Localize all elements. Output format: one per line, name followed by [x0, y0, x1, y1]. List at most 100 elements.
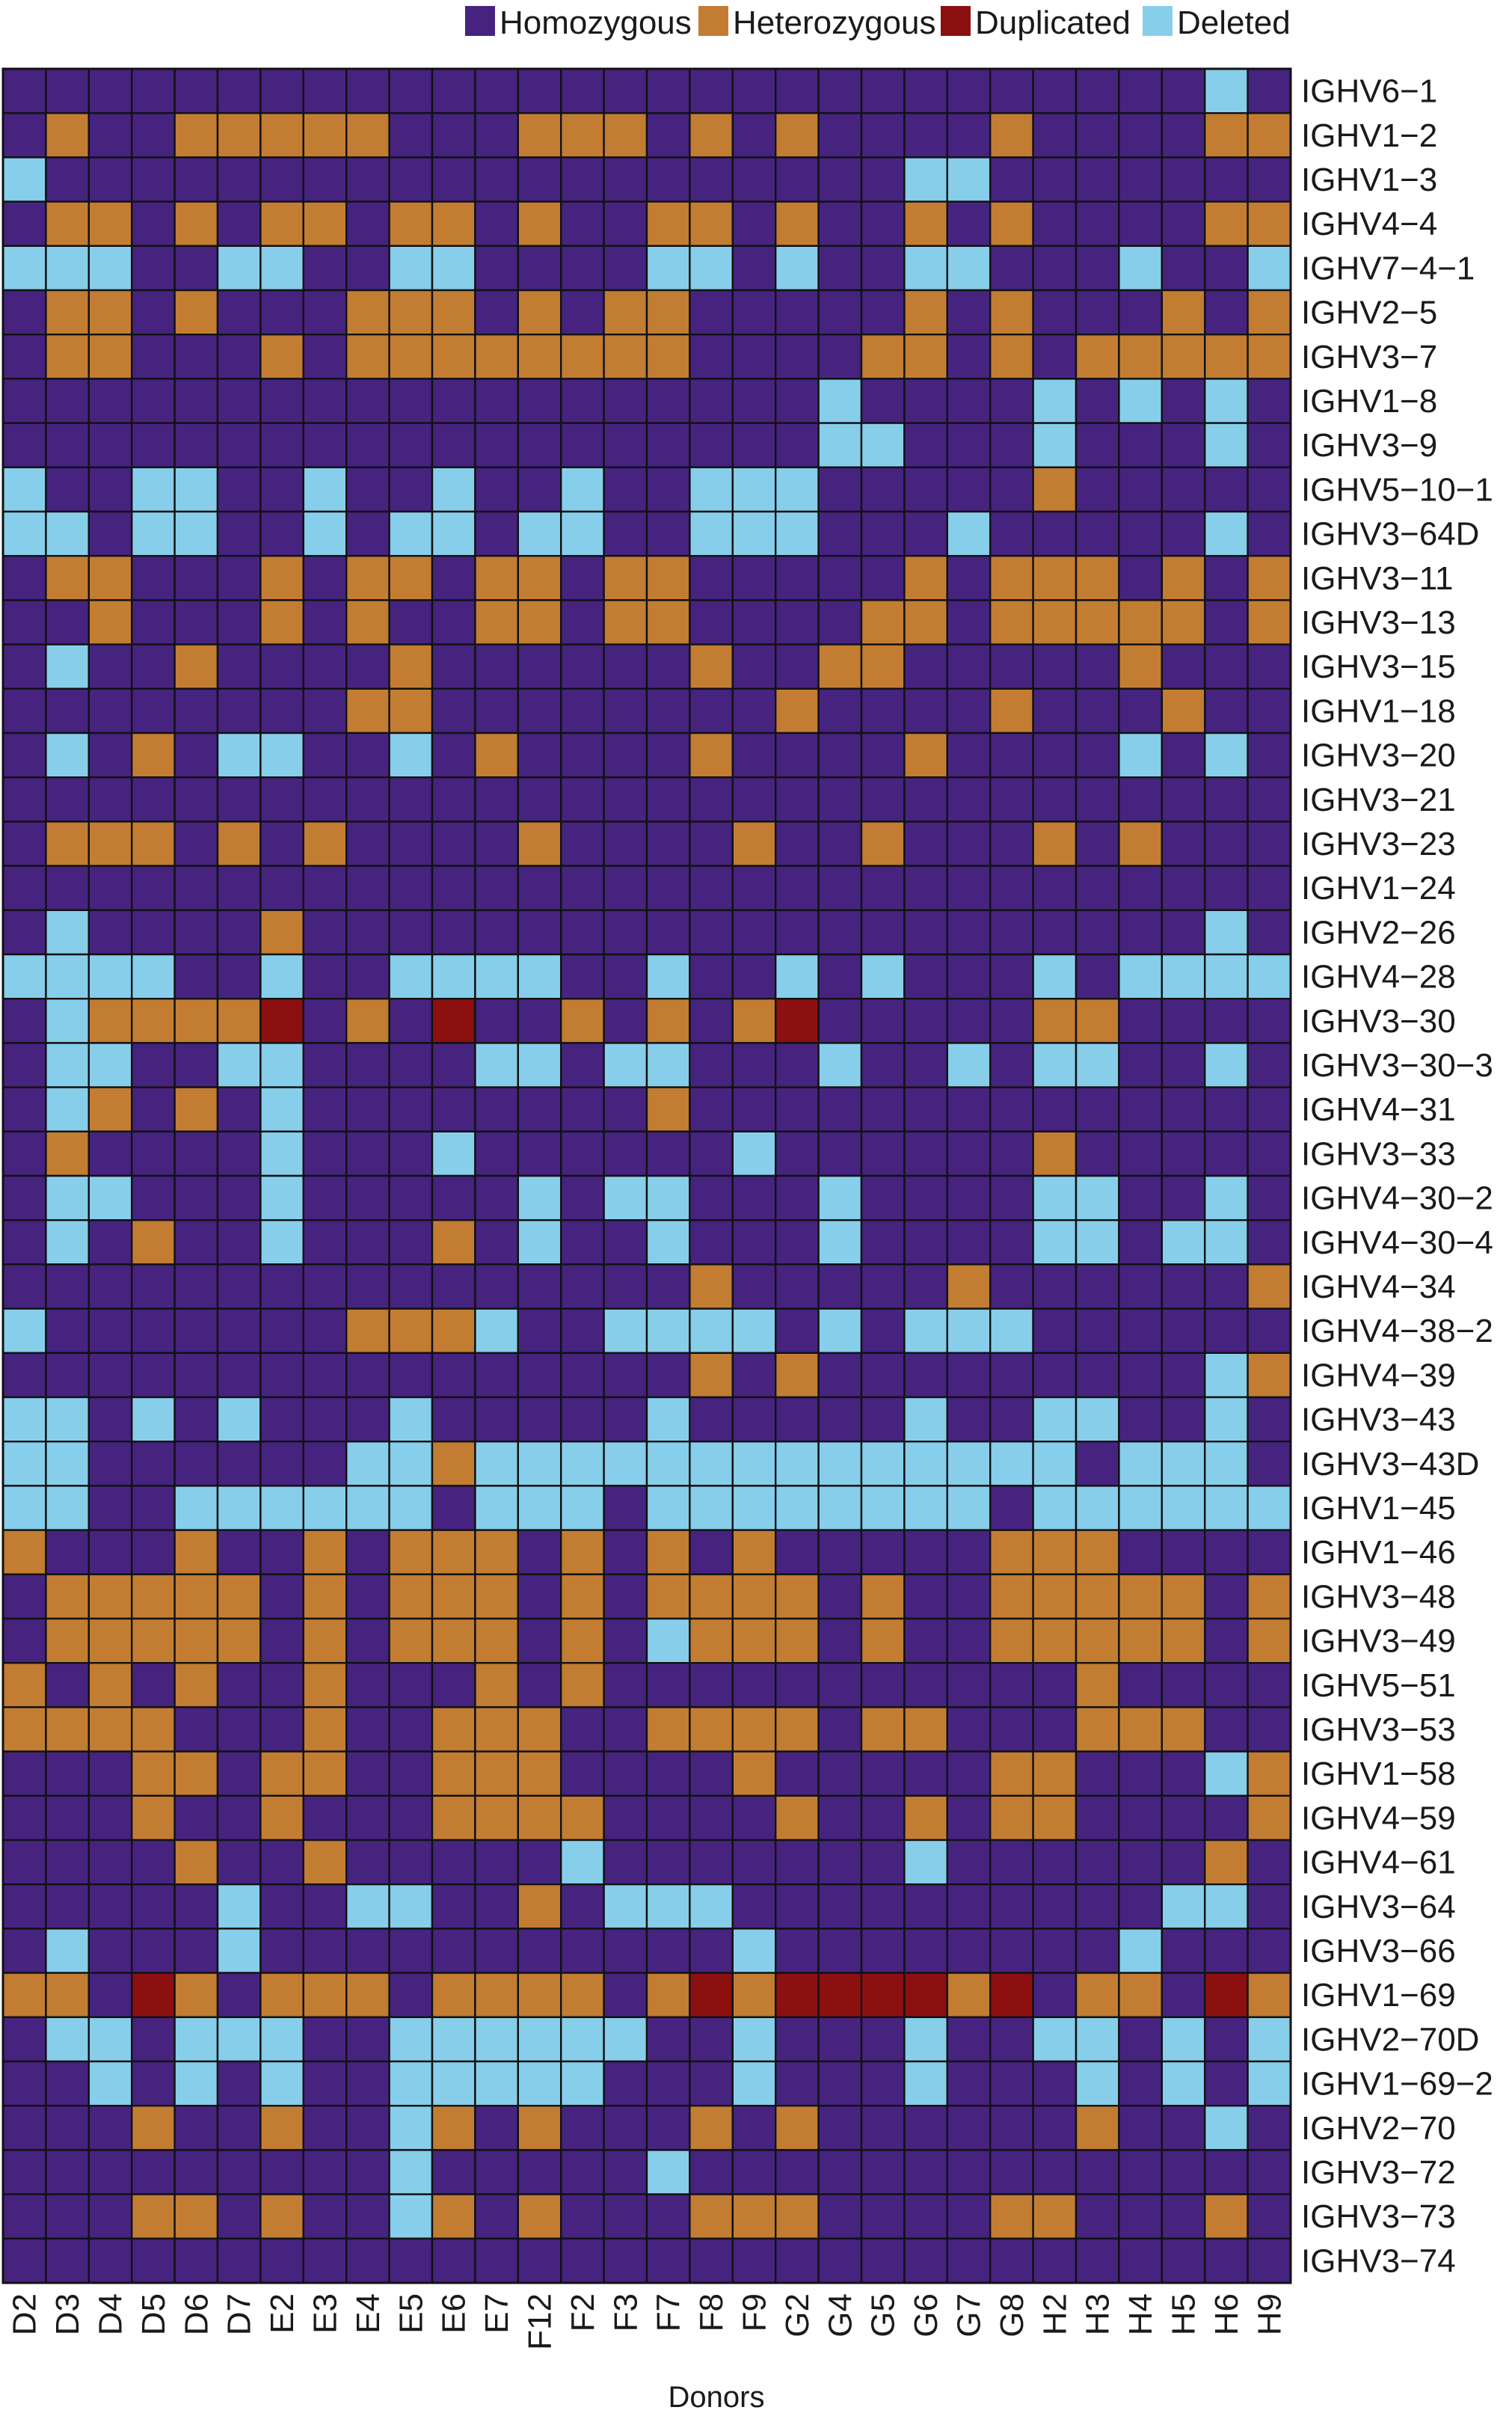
heatmap-cell	[1, 1839, 47, 1886]
heatmap-cell	[1161, 1617, 1206, 1664]
heatmap-cell	[1032, 1839, 1078, 1886]
heatmap-cell	[388, 378, 434, 424]
heatmap-cell	[731, 1839, 777, 1886]
heatmap-cell	[731, 200, 777, 248]
heatmap-cell	[817, 1174, 863, 1221]
row-label: IGHV5−10−1	[1301, 471, 1493, 508]
heatmap-cell	[817, 1883, 863, 1930]
heatmap-cell	[817, 1485, 863, 1531]
heatmap-cell	[1203, 378, 1249, 424]
heatmap-cell	[259, 1617, 304, 1664]
heatmap-cell	[87, 1972, 133, 2019]
heatmap-cell	[388, 2237, 434, 2284]
heatmap-cell	[302, 599, 348, 646]
heatmap-cell	[1203, 2237, 1249, 2284]
heatmap-cell	[1, 1396, 47, 1443]
row-label: IGHV1−69−2	[1301, 2066, 1493, 2103]
heatmap-cell	[603, 1352, 648, 1399]
heatmap-cell	[259, 111, 304, 159]
heatmap-cell	[860, 953, 906, 1000]
heatmap-cell	[817, 1617, 863, 1664]
heatmap-cell	[1161, 334, 1206, 380]
heatmap-cell	[474, 67, 520, 114]
row-label: IGHV1−46	[1301, 1534, 1456, 1571]
heatmap-cell	[130, 1174, 176, 1221]
heatmap-cell	[1, 1218, 47, 1266]
heatmap-cell	[130, 1086, 176, 1132]
heatmap-cell	[1118, 599, 1164, 646]
heatmap-cell	[1247, 2104, 1292, 2151]
heatmap-cell	[216, 67, 262, 114]
heatmap-cell	[774, 1750, 820, 1797]
heatmap-cell	[173, 378, 219, 424]
heatmap-cell	[1118, 156, 1164, 203]
row-label: IGHV4−61	[1301, 1845, 1456, 1881]
heatmap-cell	[603, 2193, 648, 2240]
heatmap-cell	[474, 1440, 520, 1487]
heatmap-cell	[1118, 2060, 1164, 2107]
heatmap-cell	[1118, 378, 1164, 424]
row-label: IGHV3−64	[1301, 1889, 1456, 1925]
heatmap-cell	[903, 555, 949, 601]
heatmap-cell	[731, 732, 777, 779]
heatmap-cell	[130, 1794, 176, 1842]
heatmap-cell	[302, 2193, 348, 2240]
heatmap-cell	[645, 1750, 691, 1797]
heatmap-cell	[173, 599, 219, 646]
heatmap-cell	[860, 2237, 906, 2284]
heatmap-cell	[216, 2193, 262, 2240]
heatmap-cell	[1075, 1352, 1120, 1399]
heatmap-cell	[1161, 599, 1206, 646]
heatmap-cell	[689, 1661, 734, 1708]
heatmap-cell	[1247, 1972, 1292, 2019]
heatmap-cell	[517, 1750, 562, 1797]
heatmap-cell	[431, 1352, 476, 1399]
heatmap-cell	[474, 776, 520, 823]
heatmap-cell	[560, 2016, 605, 2063]
heatmap-cell	[45, 1130, 90, 1177]
heatmap-cell	[474, 1706, 520, 1753]
heatmap-cell	[302, 1839, 348, 1886]
heatmap-cell	[860, 1130, 906, 1177]
heatmap-cell	[45, 2104, 90, 2151]
heatmap-cell	[731, 1042, 777, 1088]
heatmap-cell	[302, 953, 348, 1000]
heatmap-cell	[689, 732, 734, 779]
heatmap-cell	[517, 2237, 562, 2284]
heatmap-cell	[1161, 156, 1206, 203]
heatmap-cell	[45, 2016, 90, 2063]
heatmap-cell	[1, 334, 47, 380]
heatmap-cell	[45, 1440, 90, 1487]
heatmap-cell	[645, 2060, 691, 2107]
legend-label-deleted: Deleted	[1177, 4, 1291, 41]
heatmap-cell	[774, 1839, 820, 1886]
heatmap-cell	[860, 732, 906, 779]
heatmap-cell	[1, 1573, 47, 1620]
heatmap-cell	[603, 2104, 648, 2151]
heatmap-cell	[388, 1617, 434, 1664]
heatmap-cell	[645, 2237, 691, 2284]
heatmap-cell	[388, 200, 434, 248]
heatmap-cell	[87, 422, 133, 468]
heatmap-cell	[345, 953, 390, 1000]
heatmap-cell	[903, 1485, 949, 1531]
heatmap-cell	[216, 111, 262, 159]
heatmap-cell	[1247, 466, 1292, 513]
heatmap-cell	[946, 2193, 992, 2240]
heatmap-cell	[517, 1661, 562, 1708]
heatmap-cell	[259, 1750, 304, 1797]
heatmap-cell	[645, 776, 691, 823]
heatmap-cell	[474, 1883, 520, 1930]
heatmap-cell	[388, 289, 434, 336]
heatmap-cell	[731, 1174, 777, 1221]
heatmap-cell	[1161, 1485, 1206, 1531]
heatmap-cell	[774, 2193, 820, 2240]
heatmap-cell	[1075, 1174, 1120, 1221]
heatmap-cell	[1, 2016, 47, 2063]
heatmap-cell	[1118, 1573, 1164, 1620]
heatmap-cell	[1075, 1573, 1120, 1620]
heatmap-cell	[431, 1661, 476, 1708]
heatmap-cell	[173, 2237, 219, 2284]
heatmap-cell	[1032, 687, 1078, 735]
heatmap-cell	[731, 2237, 777, 2284]
